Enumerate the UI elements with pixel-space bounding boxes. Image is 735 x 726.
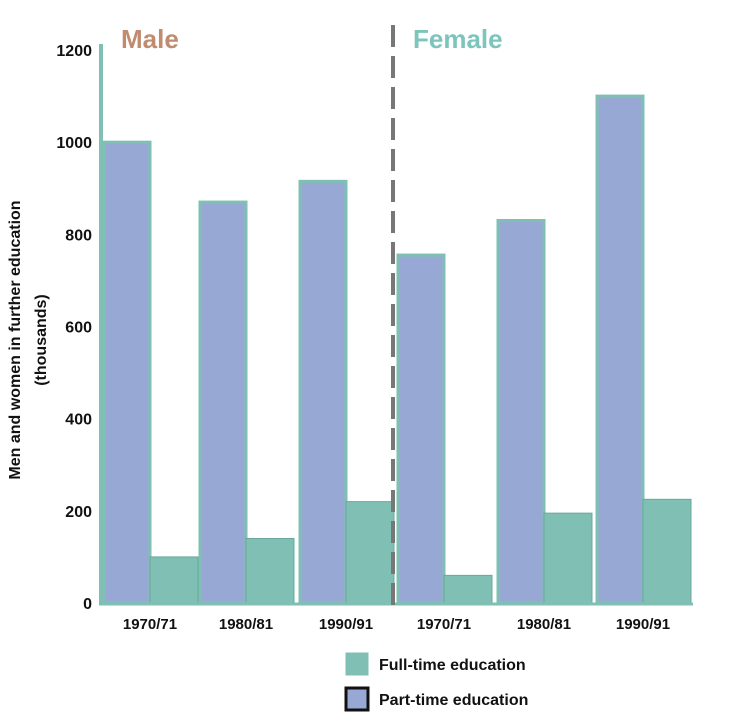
x-tick-label: 1970/71 [123,616,177,633]
bar-part-time [496,219,546,605]
bar-part-time [198,200,248,605]
y-axis-title-line: (thousands) [33,294,50,386]
group-label-male: Male [121,24,179,54]
bar-part-time [595,94,645,605]
bar-part-time [396,253,446,605]
y-axis-label: Men and women in further education (thous… [7,200,50,479]
y-tick-label: 200 [65,504,92,521]
y-tick-label: 1200 [56,43,92,60]
legend-swatch [345,652,369,676]
group-label-female: Female [413,24,503,54]
x-axis-ticks: 1970/71 1980/81 1990/91 1970/71 1980/81 1990/… [123,616,670,633]
y-tick-label: 800 [65,227,92,244]
legend-label: Part-time education [379,692,528,709]
x-tick-label: 1980/81 [219,616,273,633]
bar-full-time [443,574,493,604]
y-axis-ticks: 0 200 400 600 800 1000 1200 [56,43,92,613]
x-tick-label: 1970/71 [417,616,471,633]
bar-full-time [149,556,199,604]
legend-swatch [344,686,370,712]
bar-full-time [642,498,692,604]
group-labels: Male Female [121,24,503,54]
y-tick-label: 400 [65,412,92,429]
y-tick-label: 0 [83,596,92,613]
bars [102,94,692,605]
bar-full-time [345,501,395,604]
y-axis-title-line: Men and women in further education [7,200,24,479]
bar-full-time [543,512,593,604]
bar-full-time [245,537,295,604]
bar-part-time [102,140,152,605]
legend-label: Full-time education [379,657,526,674]
y-tick-label: 1000 [56,135,92,152]
x-tick-label: 1980/81 [517,616,571,633]
axes [99,25,693,612]
x-tick-label: 1990/91 [616,616,670,633]
y-tick-label: 600 [65,320,92,337]
bar-part-time [298,179,348,605]
legend: Full-time education Part-time education [344,652,528,712]
x-tick-label: 1990/91 [319,616,373,633]
